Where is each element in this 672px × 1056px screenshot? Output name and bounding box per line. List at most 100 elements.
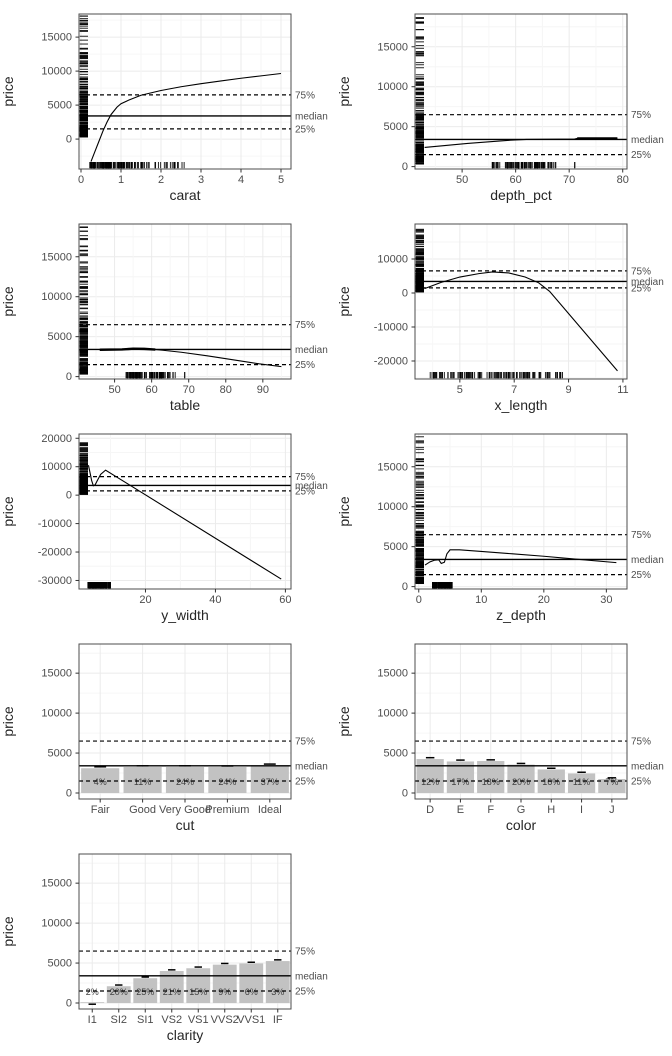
x-rug [125, 372, 186, 379]
y-tick-label: 10000 [41, 918, 72, 930]
quantile-label-median: median [631, 555, 664, 566]
x-tick-label: 20 [538, 594, 550, 606]
quantile-lines [415, 740, 627, 782]
y-tick-label: 15000 [377, 461, 408, 473]
y-axis-title: price [0, 706, 16, 737]
bar-J [598, 779, 626, 794]
quantile-lines [79, 740, 291, 782]
bar-percent-label: 12% [421, 777, 439, 787]
y-tick-label: 0 [66, 998, 72, 1010]
y-axis-title: price [336, 76, 352, 107]
quantile-label-median: median [295, 971, 328, 982]
panel-border [78, 433, 292, 590]
y-axis-title: price [0, 76, 16, 107]
quantile-label-q25: 25% [295, 124, 315, 135]
quantile-label-median: median [295, 111, 328, 122]
panel-border [78, 13, 292, 170]
plot-svg-z_depth: 75% median 25% 0 5000 10000 15000 0 10 20 30 z_dept… [336, 433, 664, 623]
y-tick-label: 5000 [48, 100, 72, 112]
quantile-label-q75: 75% [295, 737, 315, 748]
y-axis-title: price [336, 286, 352, 317]
bar-percent-label: 17% [451, 777, 469, 787]
quantile-lines [79, 950, 291, 992]
bar-Ideal [250, 765, 289, 794]
panel-background [79, 14, 291, 169]
y-rug [415, 17, 424, 165]
bar-percent-label: 15% [189, 987, 207, 997]
plot-svg-clarity: 2% 20% 25% 21% 15% 9% 6% 3% 75% median 25% 0 5000 100… [0, 853, 328, 1043]
x-axis-title: carat [169, 187, 200, 203]
x-tick-label: SI2 [110, 1014, 127, 1026]
bar-percent-label: 2% [86, 987, 99, 997]
x-axis-title: cut [176, 817, 195, 833]
panel-table: 75% median 25% 0 5000 10000 15000 50 60 70 80 90 tab… [0, 210, 336, 420]
bar-percent-label: 4% [94, 777, 107, 787]
y-tick-label: -10000 [38, 518, 72, 530]
x-tick-label: G [517, 804, 526, 816]
quantile-label-median: median [295, 761, 328, 772]
bar-percent-label: 9% [218, 987, 231, 997]
x-tick-label: 60 [146, 384, 158, 396]
empty-cell [336, 840, 672, 1056]
y-tick-label: 5000 [48, 958, 72, 970]
bar-percent-label: 37% [261, 777, 279, 787]
y-tick-label: 5000 [384, 541, 408, 553]
x-tick-label: VS2 [161, 1014, 182, 1026]
y-tick-label: 0 [402, 288, 408, 300]
panel-background [415, 14, 627, 169]
y-tick-label: 0 [66, 788, 72, 800]
bar-percent-label: 11% [573, 777, 590, 787]
bar-VVS2 [212, 964, 237, 1004]
quantile-label-q75: 75% [631, 737, 651, 748]
bar-VS2 [159, 971, 184, 1004]
panel-clarity: 2% 20% 25% 21% 15% 9% 6% 3% 75% median 25% 0 5000 100… [0, 840, 336, 1056]
x-axis-title: z_depth [496, 607, 546, 623]
axes: -30000 -20000 -10000 0 10000 20000 20 40 60 [38, 433, 292, 606]
y-tick-label: 15000 [41, 32, 72, 44]
profile-line [424, 137, 618, 148]
y-rug [79, 15, 88, 138]
x-tick-label: Very Good [159, 804, 211, 816]
bar-I1 [80, 1002, 105, 1004]
x-tick-label: 7 [511, 384, 517, 396]
bar-percent-label: 11% [134, 777, 151, 787]
x-tick-label: 0 [416, 594, 422, 606]
plot-svg-carat: 75% median 25% 0 5000 10000 15000 0 1 2 3 4 5 carat pr… [0, 13, 328, 203]
x-tick-label: D [426, 804, 434, 816]
bar-I [567, 773, 596, 794]
y-tick-label: 20000 [41, 433, 72, 445]
bar-percent-label: 18% [482, 777, 500, 787]
x-rug [491, 162, 576, 169]
profile-line [424, 271, 618, 372]
x-axis-title: table [170, 397, 201, 413]
quantile-label-q25: 25% [631, 777, 651, 788]
x-tick-label: 90 [257, 384, 269, 396]
panel-depth_pct: 75% median 25% 0 5000 10000 15000 50 60 70 80 depth… [336, 0, 672, 210]
x-tick-label: 50 [108, 384, 120, 396]
quantile-label-median: median [295, 481, 328, 492]
x-tick-label: 60 [279, 594, 291, 606]
quantile-label-q75: 75% [295, 947, 315, 958]
y-tick-label: 5000 [384, 748, 408, 760]
y-tick-label: 10000 [41, 708, 72, 720]
gridlines [79, 434, 291, 589]
bar-G [507, 764, 535, 794]
quantile-label-q75: 75% [631, 266, 651, 277]
x-rug [87, 582, 111, 589]
panel-background [415, 224, 627, 379]
x-tick-label: VVS2 [211, 1014, 239, 1026]
bar-percent-label: 16% [542, 777, 560, 787]
y-tick-label: -10000 [374, 321, 408, 333]
x-tick-label: Fair [91, 804, 110, 816]
panel-border [414, 223, 628, 380]
y-tick-label: 0 [402, 581, 408, 593]
x-tick-label: 10 [475, 594, 487, 606]
y-tick-label: 10000 [41, 461, 72, 473]
bar-VS1 [186, 968, 211, 1004]
bar-E [446, 761, 475, 794]
x-tick-label: 30 [600, 594, 612, 606]
x-tick-label: 40 [209, 594, 221, 606]
y-tick-label: 15000 [377, 41, 408, 53]
